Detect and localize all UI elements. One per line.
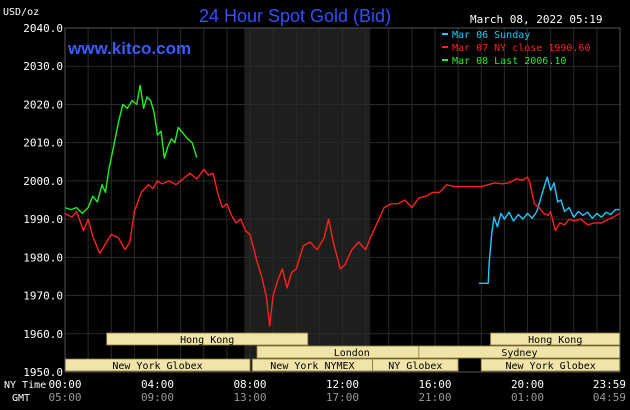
series-line <box>478 176 620 284</box>
y-tick-label: 1980.0 <box>23 251 63 264</box>
y-tick-label: 2000.0 <box>23 175 63 188</box>
session-label: Hong Kong <box>528 335 582 346</box>
x-tick-label-gmt: 17:00 <box>326 391 359 404</box>
session-bar <box>372 358 459 372</box>
shaded-period <box>244 28 371 372</box>
x-tick-label-ny: 16:00 <box>418 378 451 391</box>
y-tick-label: 2030.0 <box>23 60 63 73</box>
chart-title: 24 Hour Spot Gold (Bid) <box>199 6 391 26</box>
session-bar <box>106 332 309 346</box>
session-label: Hong Kong <box>180 335 234 346</box>
y-tick-label: 2010.0 <box>23 137 63 150</box>
y-tick-label: 2020.0 <box>23 98 63 111</box>
y-tick-label: 1990.0 <box>23 213 63 226</box>
legend-entry: Mar 06 Sunday <box>452 30 530 41</box>
series-line <box>64 168 621 327</box>
legend: Mar 06 Sunday Mar 07 NY close 1990.60 Mar … <box>442 30 590 67</box>
timestamp: March 08, 2022 05:19 <box>470 13 602 26</box>
session-label: New York NYMEX <box>270 361 354 372</box>
x-tick-label-ny: 00:00 <box>48 378 81 391</box>
x-tick-label-ny: 23:59 <box>593 378 626 391</box>
session-label: Sydney <box>501 348 537 359</box>
x-tick-label-gmt: 05:00 <box>48 391 81 404</box>
x-tick-label-gmt: 04:59 <box>593 391 626 404</box>
ny-time-label: NY Time <box>4 380 46 391</box>
session-label: London <box>334 348 370 359</box>
x-tick-label-gmt: 21:00 <box>418 391 451 404</box>
x-tick-label-gmt: 13:00 <box>233 391 266 404</box>
watermark: www.kitco.com <box>67 39 191 58</box>
x-tick-label-ny: 20:00 <box>511 378 544 391</box>
legend-entry: Mar 08 Last 2006.10 <box>452 56 566 67</box>
x-tick-label-ny: 08:00 <box>233 378 266 391</box>
y-tick-label: 1950.0 <box>23 366 63 379</box>
session-label: NY Globex <box>388 361 442 372</box>
x-tick-label-ny: 12:00 <box>326 378 359 391</box>
x-tick-label-gmt: 01:00 <box>511 391 544 404</box>
gmt-label: GMT <box>12 393 30 404</box>
x-tick-label-gmt: 09:00 <box>141 391 174 404</box>
series-line <box>64 84 198 215</box>
session-label: New York Globex <box>505 361 595 372</box>
session-label: New York Globex <box>112 361 202 372</box>
legend-entry: Mar 07 NY close 1990.60 <box>452 43 590 54</box>
y-tick-label: 2040.0 <box>23 22 63 35</box>
plot-border <box>64 27 621 373</box>
y-tick-label: 1970.0 <box>23 290 63 303</box>
x-tick-label-ny: 04:00 <box>141 378 174 391</box>
unit-label: USD/oz <box>3 7 39 18</box>
y-tick-label: 1960.0 <box>23 328 63 341</box>
